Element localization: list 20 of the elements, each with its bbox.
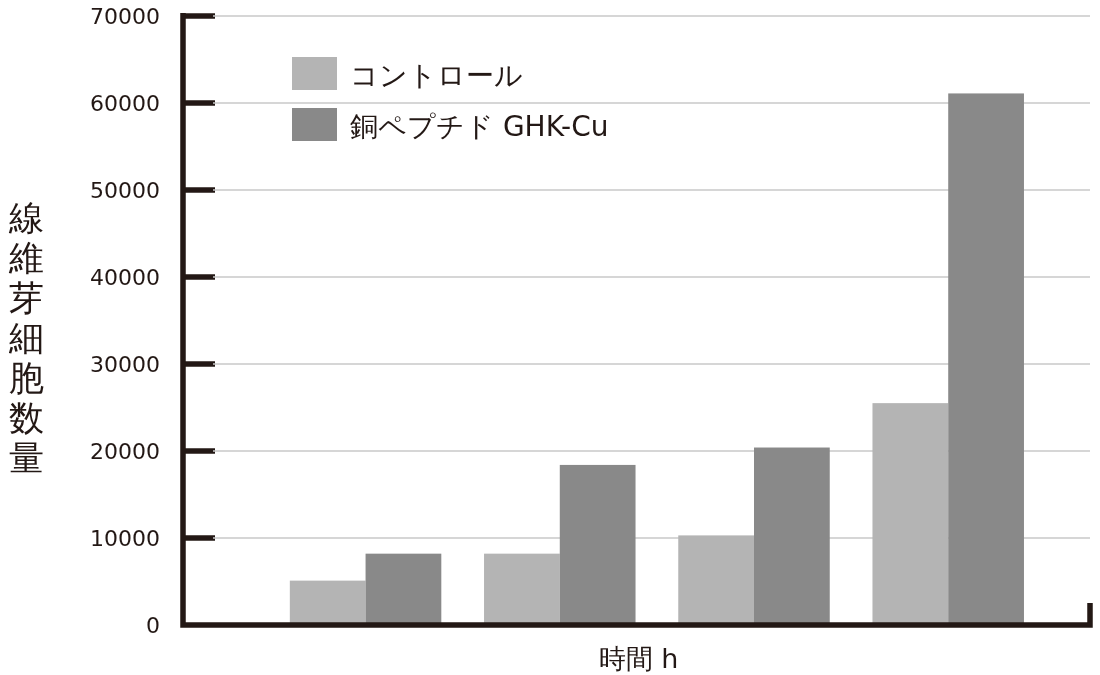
y-tick-label: 10000 bbox=[90, 526, 160, 551]
y-tick-label: 20000 bbox=[90, 439, 160, 464]
legend-label: 銅ペプチド GHK-Cu bbox=[350, 110, 609, 143]
y-tick-label: 0 bbox=[146, 613, 160, 638]
bar bbox=[754, 447, 830, 625]
y-tick-label: 30000 bbox=[90, 352, 160, 377]
bar bbox=[872, 403, 949, 625]
bar bbox=[559, 464, 636, 625]
legend-label: コントロール bbox=[350, 59, 523, 92]
bar bbox=[289, 580, 366, 625]
bar bbox=[484, 553, 560, 625]
y-tick-label: 60000 bbox=[90, 91, 160, 116]
bar bbox=[948, 93, 1024, 625]
y-axis-title: 線維芽細胞数量 bbox=[7, 198, 44, 478]
x-axis-title: 時間 h bbox=[598, 643, 679, 674]
y-tick-label: 50000 bbox=[90, 178, 160, 203]
y-tick-label: 40000 bbox=[90, 265, 160, 290]
y-tick-label: 70000 bbox=[90, 4, 160, 29]
bar bbox=[365, 553, 442, 625]
bar bbox=[678, 535, 754, 625]
